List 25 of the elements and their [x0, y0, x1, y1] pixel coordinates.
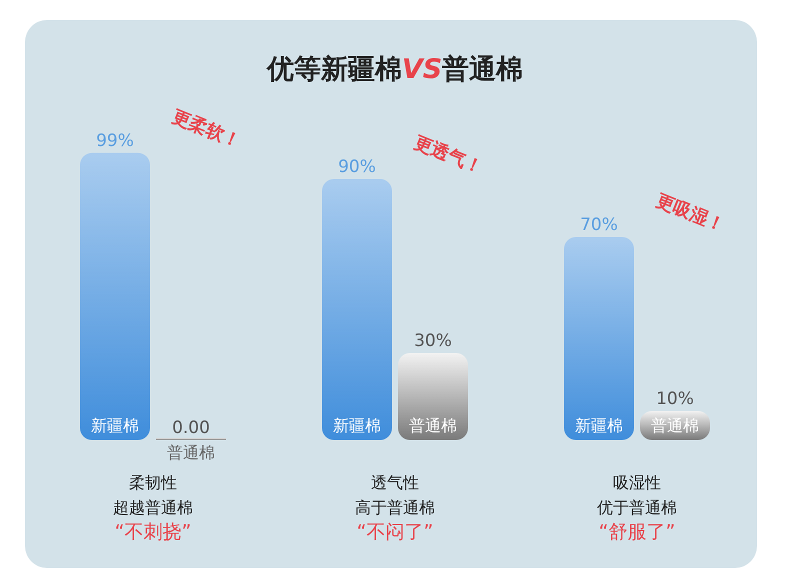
text: 优于普通棉: [597, 498, 677, 517]
text: 高于普通棉: [355, 498, 435, 517]
text: 新疆棉: [575, 416, 623, 435]
text: 普通棉: [409, 416, 457, 435]
data-label: 90%: [338, 157, 376, 177]
text: “舒服了”: [598, 521, 676, 543]
annotation: 更柔软！: [169, 106, 244, 153]
annotation: 更吸湿！: [653, 190, 728, 237]
series-label: 新疆棉: [91, 416, 139, 435]
chart-title: 优等新疆棉VS普通棉: [266, 54, 524, 85]
text: “不闷了”: [356, 521, 434, 543]
text: “不刺挠”: [114, 521, 192, 543]
series-label: 普通棉: [167, 443, 215, 462]
text: 新疆棉: [333, 416, 381, 435]
x-tick-label: 吸湿性: [613, 473, 661, 492]
text: 普通棉: [651, 416, 699, 435]
data-label: 30%: [414, 331, 452, 351]
data-label: 99%: [96, 130, 134, 151]
text: 超越普通棉: [113, 498, 193, 517]
x-tick-label: 透气性: [371, 473, 419, 492]
annotation: 更透气！: [411, 132, 486, 179]
data-label: 0.00: [172, 418, 210, 438]
data-label: 10%: [656, 389, 694, 409]
x-tick-label: 柔韧性: [129, 473, 177, 492]
data-label: 70%: [580, 215, 618, 235]
